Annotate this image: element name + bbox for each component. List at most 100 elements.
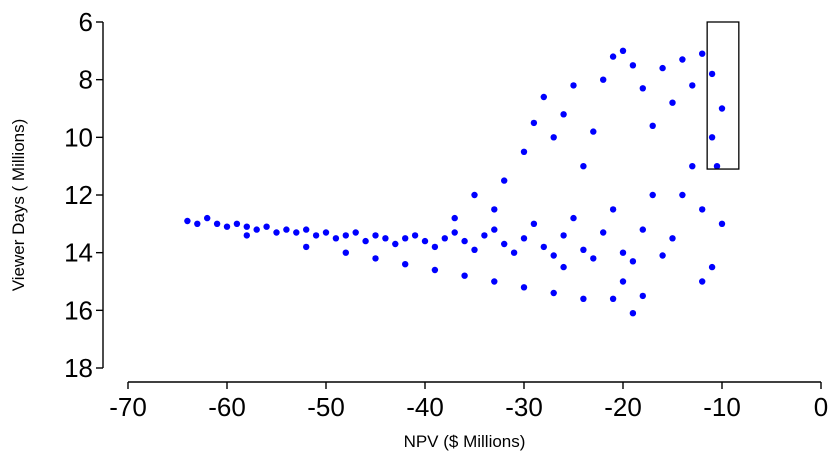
scatter-point [530,220,538,227]
scatter-point [322,229,330,236]
x-tick-label: 0 [814,392,828,422]
scatter-point [233,220,241,227]
scatter-point [471,246,478,253]
highlight-box [706,21,740,170]
x-tick-label: -10 [703,392,741,422]
scatter-point [491,206,498,213]
scatter-point [699,206,706,213]
scatter-point [550,252,557,259]
y-tick-label: 10 [64,122,93,152]
x-axis-title: NPV ($ Millions) [404,432,526,451]
y-tick-label: 12 [64,180,93,210]
scatter-point [708,134,716,141]
scatter-point [609,295,617,302]
scatter-point [609,206,617,213]
scatter-point [689,82,696,89]
scatter-point [699,278,706,285]
scatter-point [560,111,567,118]
y-axis-title: Viewer Days ( Millions) [9,119,28,292]
x-tick-label: -70 [109,392,147,422]
scatter-point [402,261,409,268]
scatter-point [481,232,488,239]
scatter-point [303,226,310,233]
scatter-point [590,128,597,135]
scatter-point [431,243,439,251]
scatter-point [243,223,250,230]
scatter-point [392,240,399,248]
scatter-point [520,235,528,242]
scatter-point [471,191,478,199]
scatter-point [441,235,448,242]
scatter-point [708,70,716,78]
scatter-point [659,252,666,259]
scatter-point [402,235,409,242]
x-tick-label: -50 [307,392,345,422]
y-tick-label: 16 [64,295,93,325]
scatter-point [293,229,300,236]
scatter-point [372,232,379,239]
y-tick-label: 14 [64,238,93,268]
scatter-point [619,249,627,256]
scatter-point [600,76,607,83]
scatter-point [560,263,567,271]
x-tick-label: -60 [208,392,246,422]
scatter-point [699,50,706,57]
scatter-point [184,217,191,225]
scatter-point [263,223,270,230]
scatter-point [689,163,696,170]
scatter-point [451,214,458,222]
scatter-point [194,220,201,227]
scatter-point [501,240,508,248]
scatter-point [352,229,359,236]
scatter-point [382,235,389,242]
scatter-point [713,163,721,170]
scatter-point [669,99,676,106]
scatter-point [510,249,518,256]
scatter-point [253,226,260,233]
scatter-point [619,278,627,285]
scatter-point [451,229,458,236]
scatter-point [580,295,587,302]
scatter-point [362,237,369,245]
scatter-point [639,226,646,233]
scatter-point [550,134,557,141]
x-tick-label: -30 [505,392,543,422]
y-tick-label: 6 [79,7,93,37]
scatter-point [649,122,656,129]
scatter-point [491,278,498,285]
scatter-point [659,64,666,72]
y-tick-label: 18 [64,353,93,383]
scatter-point [649,191,656,199]
scatter-point [273,229,280,236]
scatter-point [580,163,587,170]
y-tick-label: 8 [79,65,93,95]
scatter-point [540,243,547,251]
scatter-point [540,93,547,101]
scatter-point [679,56,686,63]
scatter-point [312,232,320,239]
scatter-point [243,232,250,239]
scatter-point [303,243,310,251]
x-tick-label: -20 [604,392,642,422]
scatter-point [639,85,646,92]
scatter-point [342,249,349,256]
scatter-points [184,47,726,317]
scatter-point [461,237,468,245]
scatter-point [520,284,528,291]
scatter-point [530,119,538,127]
scatter-point [223,223,231,230]
scatter-point [718,220,726,227]
scatter-point [491,226,498,233]
scatter-point [600,229,607,236]
scatter-point [669,235,676,242]
scatter-point [639,292,646,300]
scatter-point [718,105,726,112]
scatter-point [580,246,587,253]
scatter-point [629,258,637,265]
x-tick-label: -40 [406,392,444,422]
scatter-point [590,255,597,262]
scatter-point [609,53,617,60]
scatter-point [342,232,349,239]
scatter-point [204,214,211,222]
